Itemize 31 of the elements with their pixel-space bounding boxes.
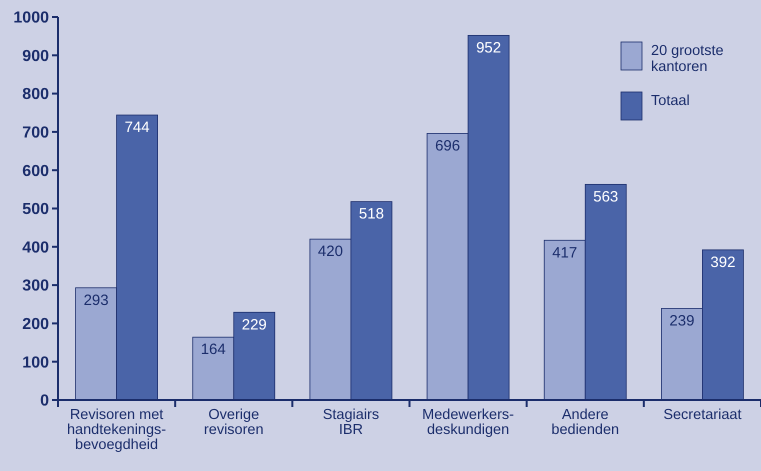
legend-label: 20 grootste kantoren: [651, 43, 724, 75]
data-label: 696: [435, 137, 460, 154]
y-tick-label: 0: [40, 392, 50, 410]
data-label: 417: [552, 244, 578, 262]
x-tick-label: Stagiairs IBR: [322, 407, 380, 438]
y-tick-label: 700: [22, 124, 50, 142]
data-label: 164: [200, 341, 226, 358]
y-tick-label: 800: [22, 86, 50, 104]
y-tick-label: 1000: [13, 10, 50, 27]
data-label: 518: [358, 206, 384, 223]
y-tick-label: 600: [22, 162, 50, 180]
data-label: 420: [318, 243, 343, 260]
y-tick-label: 500: [22, 201, 50, 218]
x-tick-label: Overige revisoren: [204, 407, 264, 438]
x-tick-label: Revisoren met handtekenings- bevoegdheid: [66, 407, 166, 453]
y-tick-label: 400: [22, 239, 50, 256]
data-label: 239: [669, 312, 694, 330]
data-label: 229: [242, 316, 267, 334]
x-tick-label: Medewerkers- deskundigen: [422, 407, 514, 438]
data-label: 293: [84, 292, 109, 309]
x-tick-label: Andere bedienden: [551, 407, 620, 438]
x-tick-label: Secretariaat: [663, 407, 742, 423]
y-tick-label: 200: [22, 316, 50, 333]
data-label: 952: [476, 39, 502, 56]
y-tick-label: 900: [22, 48, 50, 65]
legend-label: Totaal: [651, 93, 690, 109]
data-label: 563: [593, 188, 618, 206]
data-label: 392: [710, 254, 736, 271]
data-label: 744: [124, 119, 150, 136]
y-tick-label: 100: [22, 354, 50, 372]
y-tick-label: 300: [22, 278, 50, 295]
